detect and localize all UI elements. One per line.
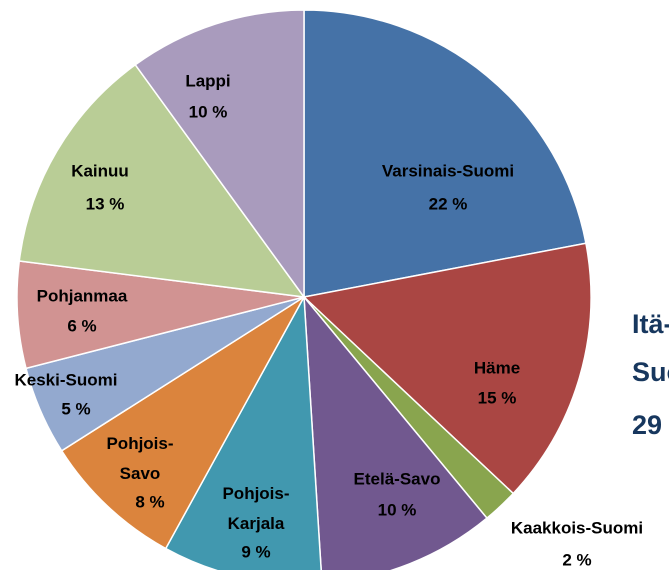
slice-value: 15 % xyxy=(478,388,517,407)
slice-label: Kainuu xyxy=(71,161,129,180)
pie-slice xyxy=(302,242,592,495)
slice-value: 9 % xyxy=(241,542,270,561)
annotation: Suomi xyxy=(632,357,669,387)
slice-value: 13 % xyxy=(86,194,125,213)
slice-value: 5 % xyxy=(61,399,90,418)
slice-label: Pohjois- Savo xyxy=(106,434,173,483)
pie-slice xyxy=(303,9,587,298)
pie-slice xyxy=(164,294,322,570)
slice-label: Pohjanmaa xyxy=(37,286,128,305)
slice-value: 6 % xyxy=(67,316,96,335)
annotation: Itä- xyxy=(632,309,669,339)
slice-value: 2 % xyxy=(562,550,591,569)
slice-label: Lappi xyxy=(185,71,230,90)
slice-label-line: Savo xyxy=(120,464,161,483)
slice-value: 22 % xyxy=(429,194,468,213)
pie-slice xyxy=(303,294,488,570)
slice-label-line: Pohjois- xyxy=(106,434,173,453)
slice-label: Häme xyxy=(474,358,520,377)
slice-value: 8 % xyxy=(135,492,164,511)
slice-label: Keski-Suomi xyxy=(15,370,118,389)
slice-label: Kaakkois-Suomi xyxy=(511,518,643,537)
slice-label: Pohjois- Karjala xyxy=(222,484,289,533)
pie-slice xyxy=(134,9,305,300)
slice-value: 10 % xyxy=(378,500,417,519)
slice-label-line: Pohjois- xyxy=(222,484,289,503)
slice-label: Varsinais-Suomi xyxy=(382,161,514,180)
slice-label-line: Karjala xyxy=(228,514,285,533)
slice-value: 10 % xyxy=(189,102,228,121)
annotation: 29 % xyxy=(632,410,669,440)
slice-label: Etelä-Savo xyxy=(354,469,441,488)
pie-slice xyxy=(60,296,305,550)
pie-slice xyxy=(18,63,306,298)
